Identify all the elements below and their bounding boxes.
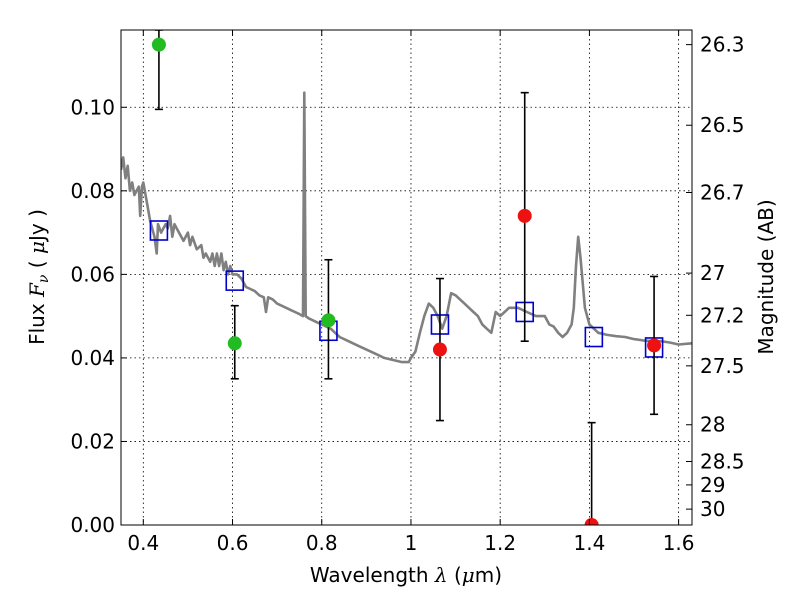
x-tick-label: 0.4 — [127, 531, 159, 555]
y-tick-label: 0.06 — [70, 262, 115, 286]
y-tick-label: 0.02 — [70, 429, 115, 453]
y-tick-label: 0.00 — [70, 513, 115, 537]
model-photometry-square — [149, 220, 169, 241]
model-photometry-square — [225, 270, 245, 291]
right-tick-label: 29 — [700, 473, 725, 497]
y-tick-label: 0.10 — [70, 95, 115, 119]
right-tick-label: 27 — [700, 261, 725, 285]
red-data-point — [517, 208, 532, 223]
right-axis-title: Magnitude (AB) — [754, 199, 778, 354]
right-tick-label: 27.5 — [700, 354, 745, 378]
right-tick-label: 27.2 — [700, 303, 745, 327]
x-axis-title: Wavelength λ (μm) — [310, 563, 502, 587]
green-data-point — [321, 313, 336, 328]
x-tick-label: 1.4 — [573, 531, 605, 555]
right-tick-label: 28 — [700, 413, 725, 437]
right-tick-label: 28.5 — [700, 450, 745, 474]
x-tick-label: 0.8 — [306, 531, 338, 555]
y-axis-title: Flux Fν ( μJy ) — [25, 209, 52, 345]
x-tick-label: 1.6 — [663, 531, 695, 555]
series-layer — [121, 30, 692, 525]
x-tick-label: 0.6 — [217, 531, 249, 555]
x-tick-label: 1 — [405, 531, 418, 555]
y-tick-label: 0.04 — [70, 346, 115, 370]
red-data-point — [584, 518, 599, 525]
green-data-point — [227, 336, 242, 351]
red-data-point — [432, 342, 447, 357]
x-tick-label: 1.2 — [484, 531, 516, 555]
right-tick-label: 26.7 — [700, 180, 745, 204]
ticks: 0.4 0.6 0.8 1 1.2 1.4 1.6 0.00 0.02 0.04 0.06 0.08 0… — [70, 30, 745, 555]
red-data-point — [647, 338, 662, 353]
grid-lines — [121, 30, 692, 526]
y-tick-label: 0.08 — [70, 179, 115, 203]
template-spectrum-line — [121, 91, 692, 364]
plot-area — [121, 30, 692, 525]
right-tick-label: 30 — [700, 497, 725, 521]
green-data-point — [151, 37, 166, 52]
plot-frame — [120, 29, 693, 526]
model-photometry-square — [584, 326, 604, 348]
right-tick-label: 26.3 — [700, 33, 745, 57]
right-tick-label: 26.5 — [700, 113, 745, 137]
